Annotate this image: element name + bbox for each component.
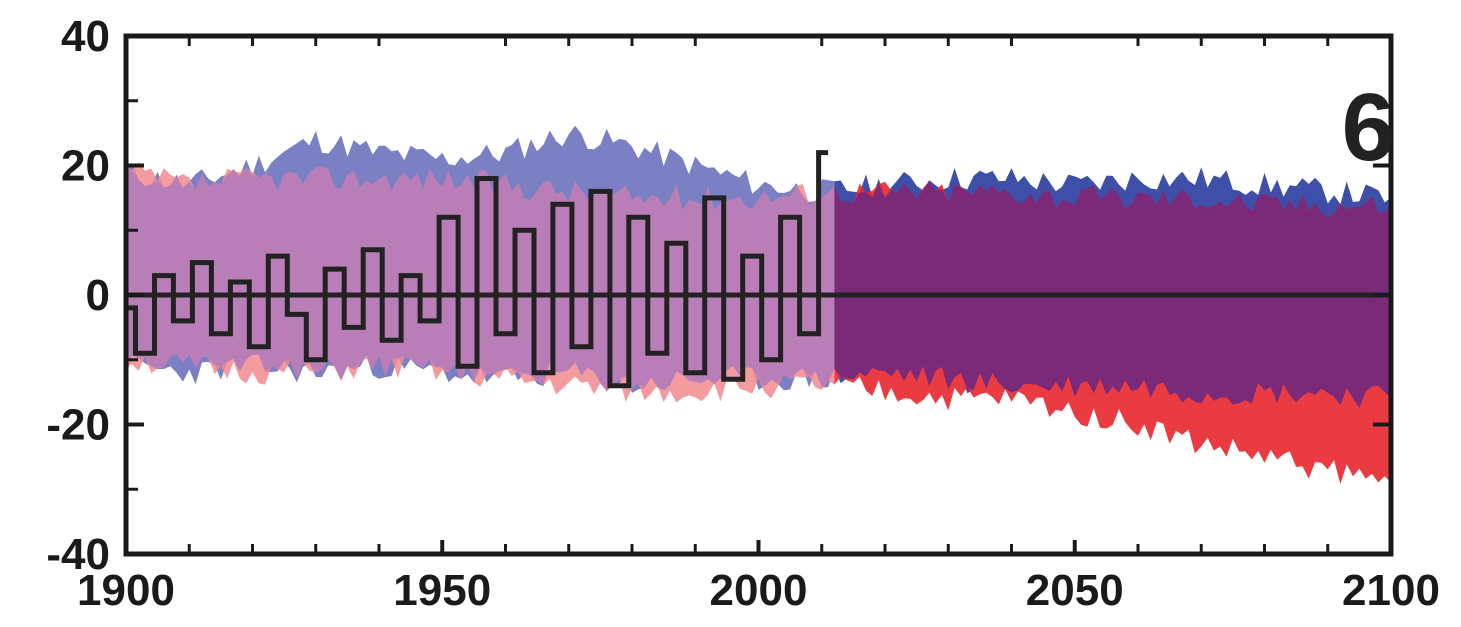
axes: 1900 1950 2000 2050 2100 -40 -20 0 20 40 — [46, 12, 1440, 615]
panel-label: 6 — [1342, 74, 1395, 181]
y-tick-label: 0 — [86, 271, 110, 320]
overlap-band-historical — [126, 166, 835, 391]
x-tick-label: 1900 — [77, 566, 175, 615]
y-tick-label: -20 — [46, 401, 110, 450]
x-tick-label: 2000 — [710, 566, 808, 615]
y-tick-label: 40 — [61, 12, 110, 61]
x-tick-label: 2050 — [1026, 566, 1124, 615]
series-lines — [126, 150, 1391, 389]
observed-series-line — [126, 150, 829, 389]
y-tick-label: 20 — [61, 142, 110, 191]
plot-area — [123, 33, 1394, 557]
y-tick-label: -40 — [46, 530, 110, 579]
x-tick-label: 2100 — [1342, 566, 1440, 615]
x-tick-label: 1950 — [393, 566, 491, 615]
